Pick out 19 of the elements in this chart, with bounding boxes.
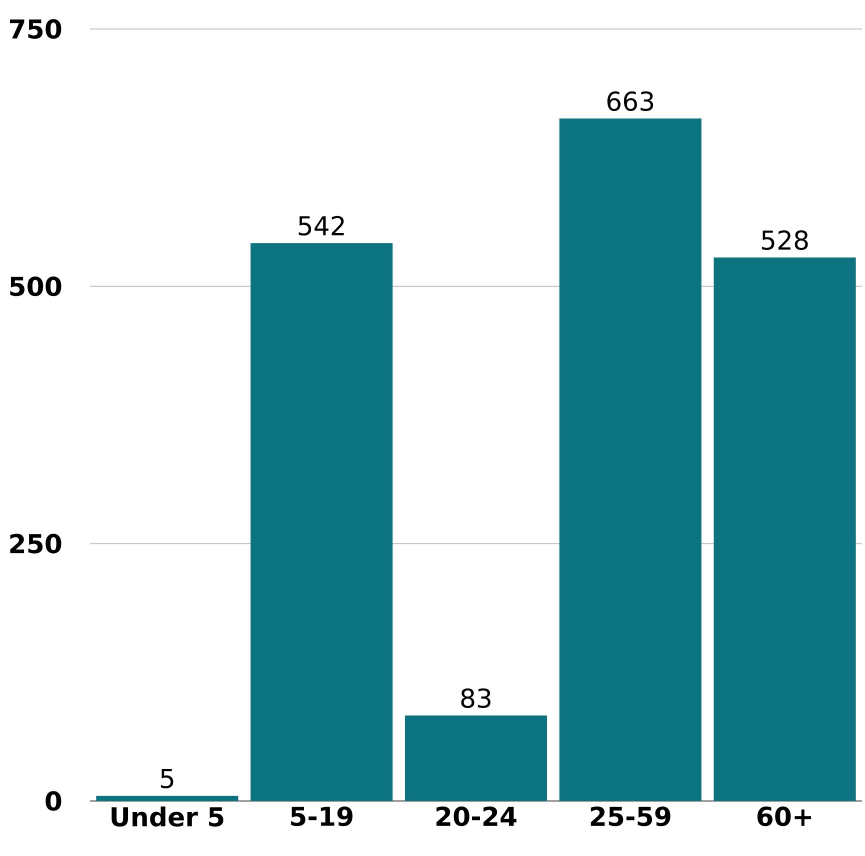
x-tick-label: 20-24 bbox=[436, 806, 516, 826]
y-tick-label: 0 bbox=[46, 791, 62, 811]
x-tick-label: 5-19 bbox=[291, 806, 352, 826]
bar bbox=[714, 258, 856, 801]
data-label: 663 bbox=[607, 91, 654, 111]
bar bbox=[96, 796, 238, 801]
bar bbox=[559, 118, 702, 801]
x-tick-label: 60+ bbox=[757, 806, 812, 826]
y-tick-label: 500 bbox=[10, 276, 62, 296]
bar bbox=[250, 243, 393, 801]
data-label: 528 bbox=[762, 230, 808, 250]
data-label: 83 bbox=[461, 688, 490, 708]
data-label: 5 bbox=[160, 768, 174, 788]
y-tick-label: 750 bbox=[10, 19, 62, 39]
x-tick-label: Under 5 bbox=[112, 806, 224, 827]
x-tick-label: 25-59 bbox=[590, 806, 670, 826]
data-label: 542 bbox=[298, 216, 344, 236]
bar bbox=[404, 716, 548, 801]
y-tick-label: 250 bbox=[10, 534, 62, 554]
